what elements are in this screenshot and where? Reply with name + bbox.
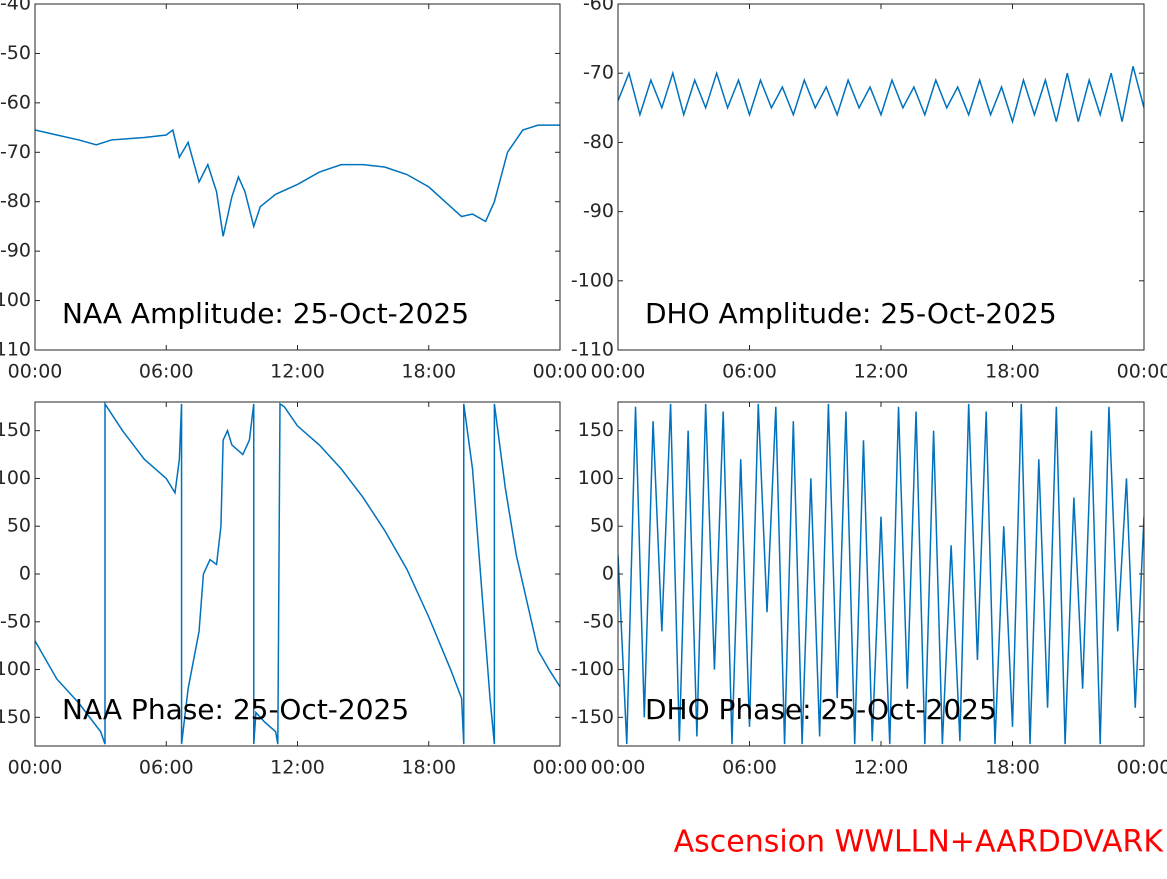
x-tick-label: 12:00 xyxy=(854,757,909,779)
x-tick-label: 18:00 xyxy=(985,757,1040,779)
y-tick-label: 100 xyxy=(0,467,31,489)
y-tick-label: -50 xyxy=(0,42,31,64)
y-tick-label: -90 xyxy=(0,240,31,262)
x-tick-label: 18:00 xyxy=(985,361,1040,383)
y-tick-label: 50 xyxy=(7,515,31,537)
plot-area xyxy=(618,402,1144,746)
panel-title: NAA Phase: 25-Oct-2025 xyxy=(62,693,409,726)
x-tick-label: 12:00 xyxy=(270,361,325,383)
y-tick-label: -90 xyxy=(583,200,614,222)
x-tick-label: 12:00 xyxy=(854,361,909,383)
x-tick-label: 18:00 xyxy=(401,757,456,779)
x-tick-label: 00:00 xyxy=(533,757,588,779)
y-tick-label: -60 xyxy=(583,0,614,15)
x-tick-label: 00:00 xyxy=(533,361,588,383)
y-tick-label: 100 xyxy=(578,467,614,489)
plot-area xyxy=(618,4,1144,350)
panel-title: DHO Phase: 25-Oct-2025 xyxy=(645,693,997,726)
data-line xyxy=(618,66,1144,125)
y-tick-label: 150 xyxy=(0,419,31,441)
y-tick-label: -100 xyxy=(0,289,31,311)
data-line xyxy=(35,402,560,745)
y-tick-label: -40 xyxy=(0,0,31,15)
y-tick-label: -80 xyxy=(583,131,614,153)
x-tick-label: 00:00 xyxy=(1117,361,1167,383)
plot-area xyxy=(35,4,560,350)
y-tick-label: -100 xyxy=(571,269,614,291)
x-tick-label: 18:00 xyxy=(401,361,456,383)
y-tick-label: -150 xyxy=(571,706,614,728)
y-tick-label: 0 xyxy=(602,563,614,585)
x-tick-label: 00:00 xyxy=(8,757,63,779)
y-tick-label: 150 xyxy=(578,419,614,441)
x-tick-label: 00:00 xyxy=(591,757,646,779)
y-tick-label: -110 xyxy=(0,339,31,361)
y-tick-label: 0 xyxy=(19,563,31,585)
panel-title: DHO Amplitude: 25-Oct-2025 xyxy=(645,297,1057,330)
y-tick-label: -110 xyxy=(571,339,614,361)
y-tick-label: -100 xyxy=(0,658,31,680)
x-tick-label: 00:00 xyxy=(1117,757,1167,779)
y-tick-label: -70 xyxy=(583,62,614,84)
x-tick-label: 12:00 xyxy=(270,757,325,779)
y-tick-label: 50 xyxy=(590,515,614,537)
y-tick-label: -60 xyxy=(0,91,31,113)
y-tick-label: -50 xyxy=(0,610,31,632)
x-tick-label: 06:00 xyxy=(139,361,194,383)
y-tick-label: -80 xyxy=(0,190,31,212)
x-tick-label: 00:00 xyxy=(8,361,63,383)
x-tick-label: 06:00 xyxy=(139,757,194,779)
y-tick-label: -50 xyxy=(583,610,614,632)
footer: Ascension WWLLN+AARDDVARK xyxy=(674,825,1165,860)
panel-title: NAA Amplitude: 25-Oct-2025 xyxy=(62,297,469,330)
plot-area xyxy=(35,402,560,746)
x-tick-label: 00:00 xyxy=(591,361,646,383)
data-line xyxy=(618,403,1144,745)
data-line xyxy=(35,124,560,237)
x-tick-label: 06:00 xyxy=(722,361,777,383)
y-tick-label: -100 xyxy=(571,658,614,680)
y-tick-label: -150 xyxy=(0,706,31,728)
y-tick-label: -70 xyxy=(0,141,31,163)
x-tick-label: 06:00 xyxy=(722,757,777,779)
